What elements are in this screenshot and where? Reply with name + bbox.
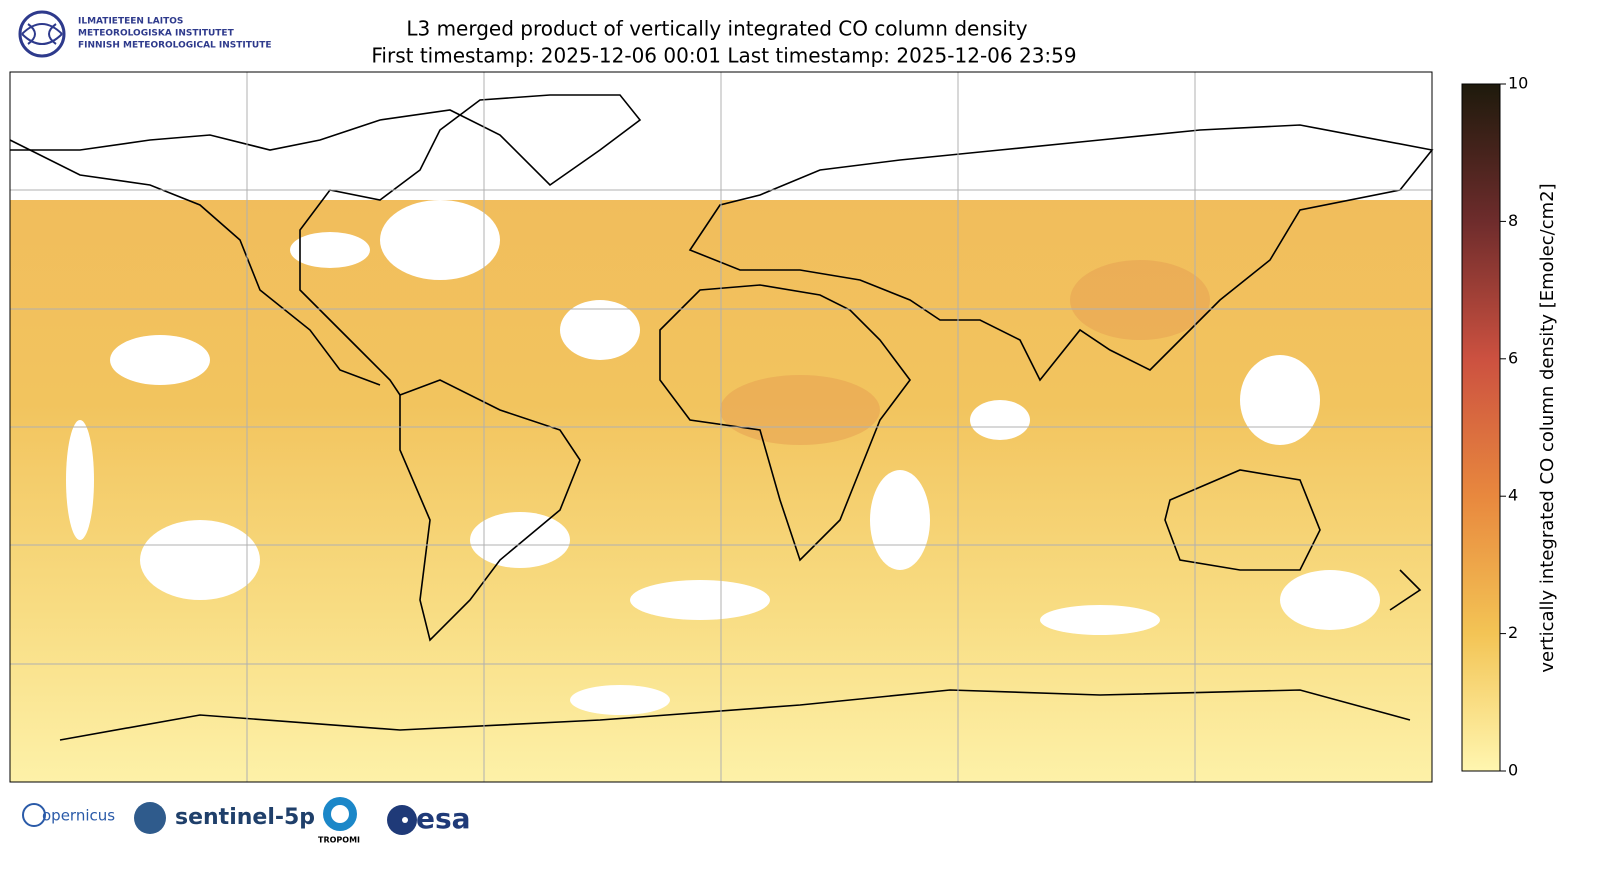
tropomi-logo: TROPOMI xyxy=(318,797,360,845)
map xyxy=(9,71,1434,783)
subtitle: First timestamp: 2025-12-06 00:01 Last t… xyxy=(371,44,1076,68)
logo-text: opernicus xyxy=(42,807,115,825)
colorbar-tick-label: 6 xyxy=(1508,348,1518,367)
colorbar-label: vertically integrated CO column density … xyxy=(1537,183,1558,672)
sentinel-logo: sentinel-5p xyxy=(134,802,315,834)
copernicus-logo: opernicus xyxy=(22,803,115,827)
institute-line: METEOROLOGISKA INSTITUTET xyxy=(78,29,235,39)
colorbar-tick-label: 8 xyxy=(1508,211,1518,230)
esa-logo: esa xyxy=(387,802,471,835)
title: L3 merged product of vertically integrat… xyxy=(406,17,1027,41)
colorbar-tick-label: 0 xyxy=(1508,761,1518,780)
colorbar-tick-label: 10 xyxy=(1508,74,1528,93)
logo-text: TROPOMI xyxy=(318,836,360,845)
logo-text: esa xyxy=(416,802,471,835)
logo-text: sentinel-5p xyxy=(175,805,315,830)
institute-line: FINNISH METEOROLOGICAL INSTITUTE xyxy=(78,41,272,51)
colorbar-tick-label: 4 xyxy=(1508,486,1518,505)
institute-logo xyxy=(18,10,66,58)
colorbar: 0 2 4 6 8 10 xyxy=(1461,74,1528,780)
colorbar-tick-label: 2 xyxy=(1508,623,1518,642)
institute-line: ILMATIETEEN LAITOS xyxy=(78,17,183,27)
